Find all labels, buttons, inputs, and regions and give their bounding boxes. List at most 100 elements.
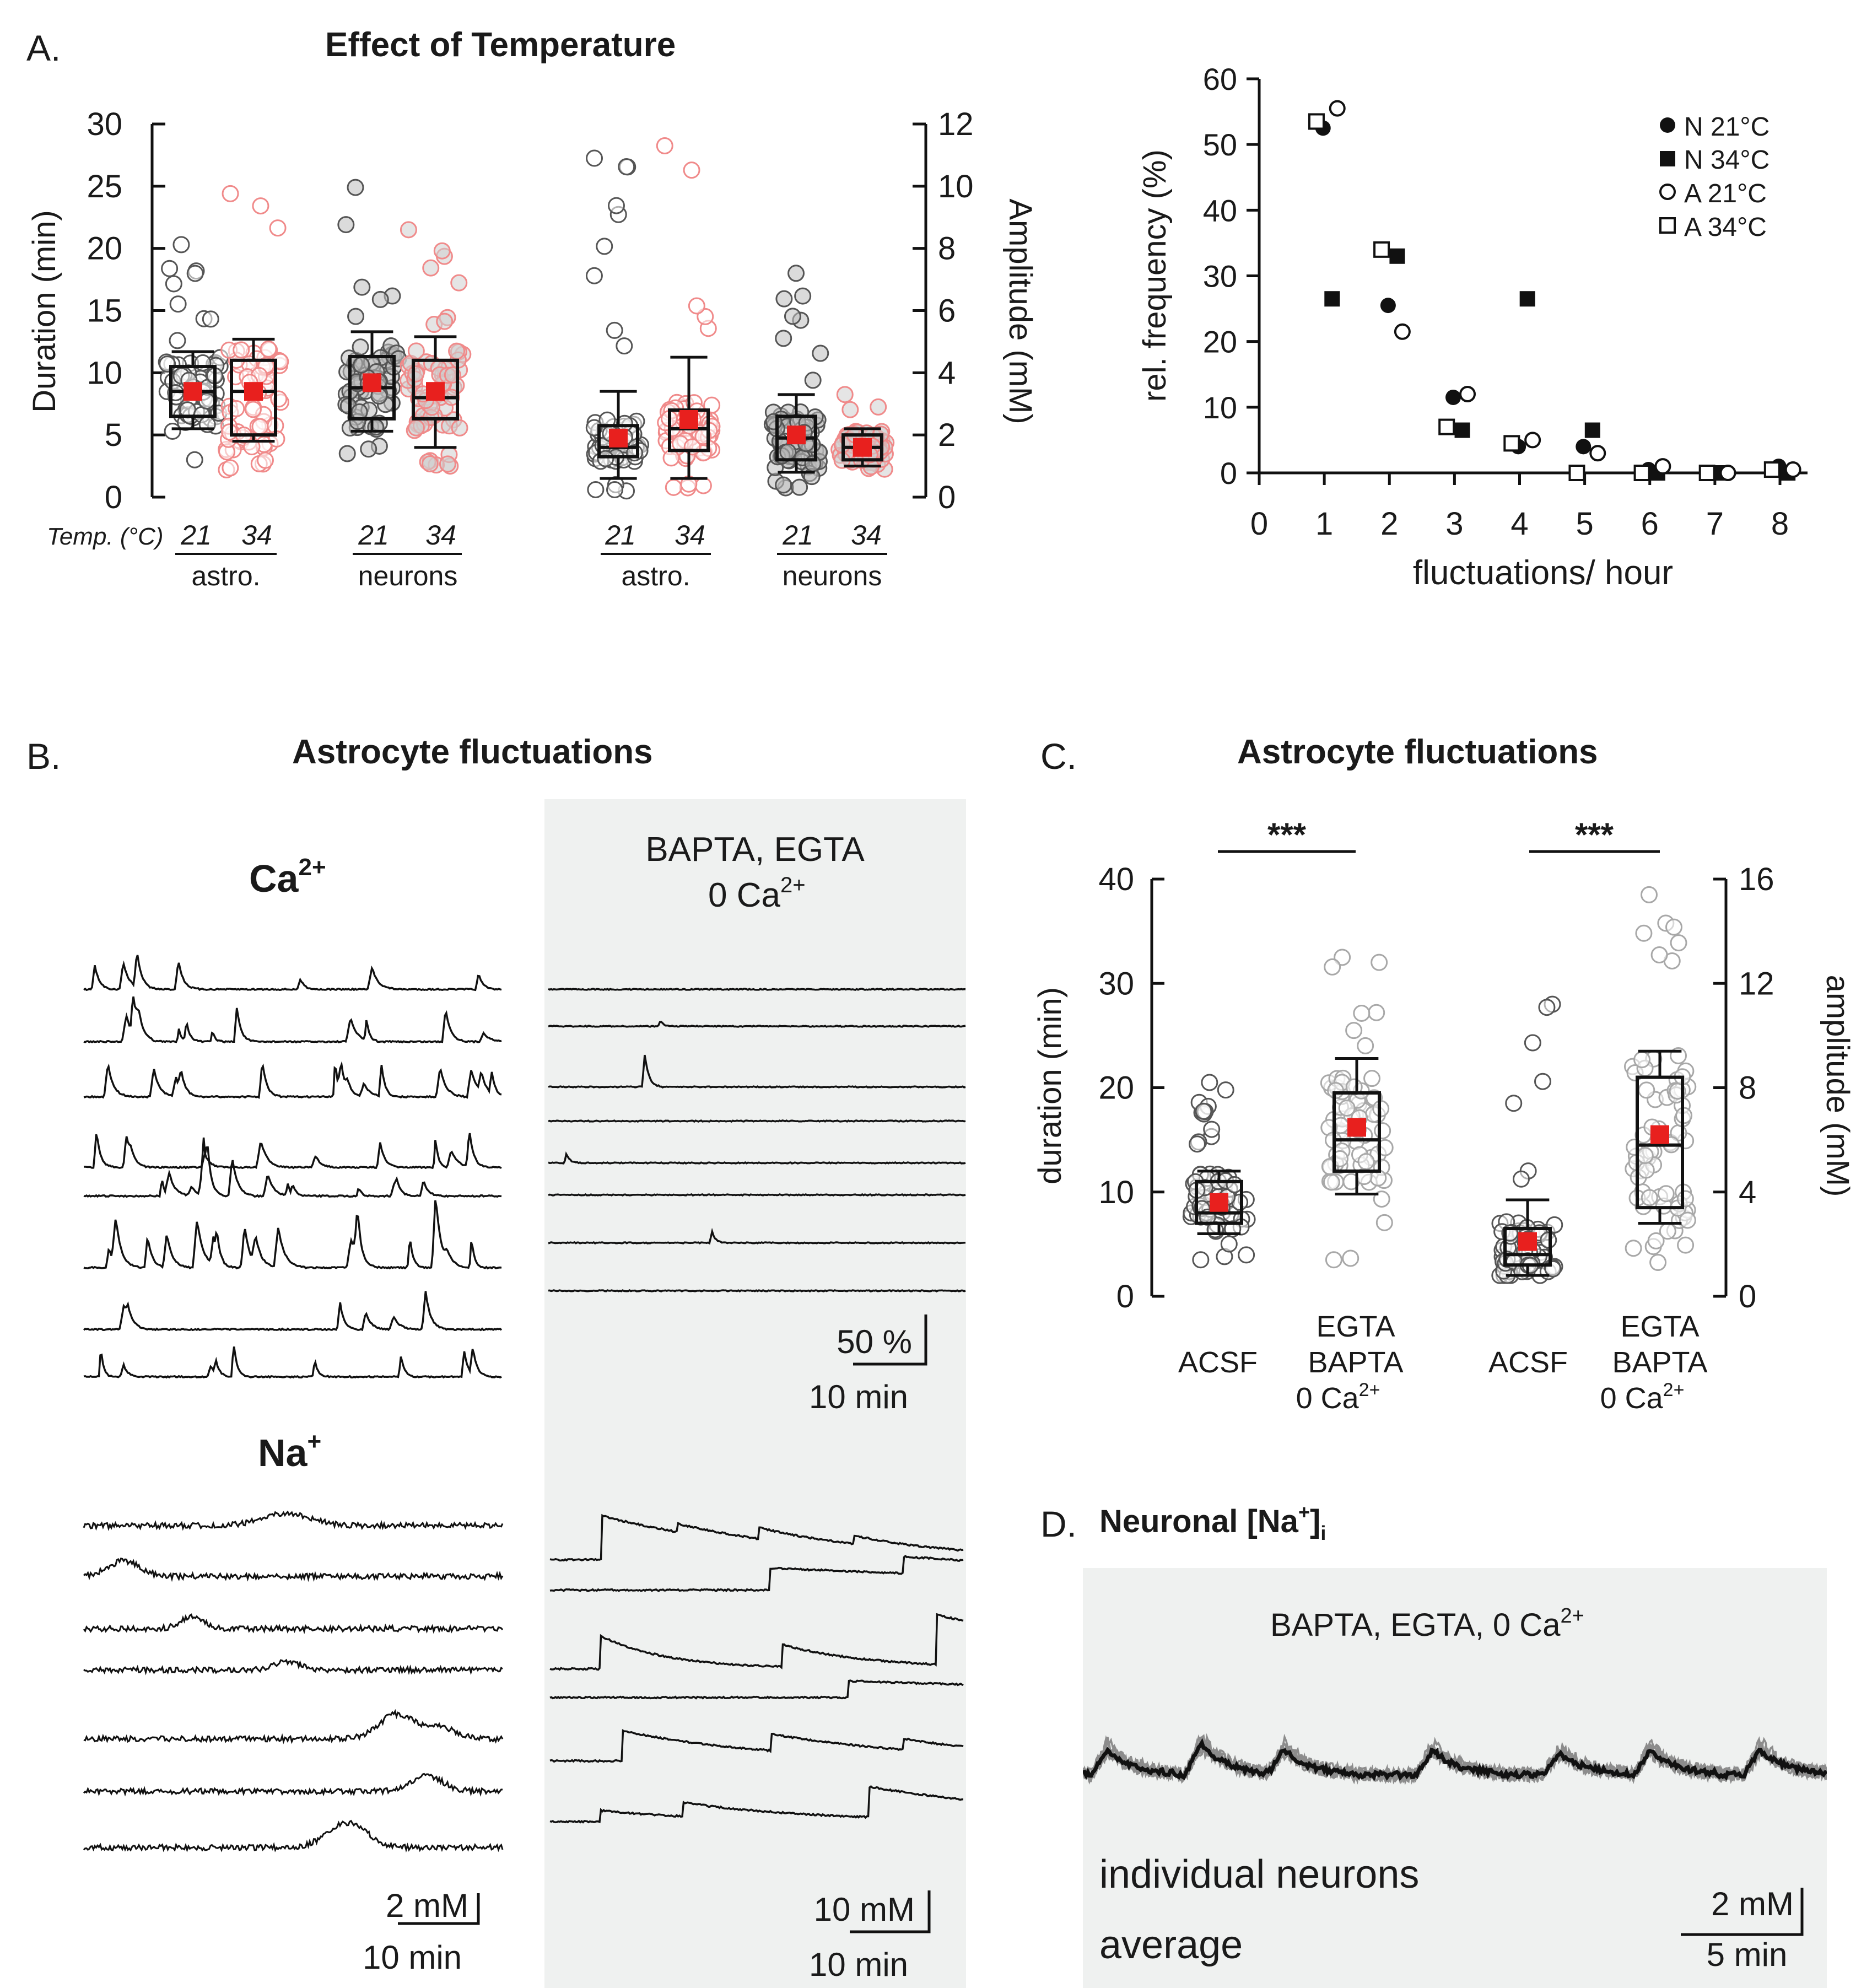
panel-c-boxplots [1182,886,1697,1284]
data-point [596,238,613,255]
c-left-tick-label: 10 [1098,1175,1134,1210]
ca-trace-control [83,955,502,992]
data-point [1538,999,1556,1016]
box [1195,1179,1243,1225]
data-point [347,308,365,325]
na-trace-control [83,1773,503,1797]
duration-tick-label: 25 [87,169,122,204]
data-point [1345,1022,1363,1039]
data-point [1641,1189,1658,1206]
c-right-tick-label: 0 [1739,1279,1756,1314]
data-point [618,158,635,176]
freq-x-tick-label: 1 [1315,506,1333,542]
d-scale-y: 2 mM [1711,1885,1794,1922]
data-point [186,265,204,282]
data-point [1188,1135,1206,1153]
ca-traces-bapta [548,987,966,1293]
data-point [787,265,805,282]
legend-marker-n21 [1660,117,1675,133]
data-point [1534,1073,1551,1090]
na-trace-bapta [549,1554,964,1592]
panel-d: D. Neuronal [Na+]i BAPTA, EGTA, 0 Ca2+ i… [1040,1501,1827,1988]
data-point [352,338,369,356]
data-point [1540,1231,1557,1249]
point-a34 [1698,465,1715,481]
bapta-label-2: 0 Ca2+ [708,873,806,914]
freq-x-tick-label: 5 [1576,506,1593,542]
panel-a-title: Effect of Temperature [325,26,676,64]
mean-marker [609,428,628,448]
point-a21 [1524,432,1541,449]
data-point [1505,1095,1523,1112]
data-point [451,419,468,437]
legend-marker-a34 [1659,217,1676,234]
data-point [1665,918,1683,936]
duration-tick-label: 0 [105,480,122,515]
freq-y-tick-label: 50 [1203,127,1237,162]
na-trace-bapta [549,1613,964,1671]
data-point [360,440,377,458]
group-neurons: neurons [358,561,458,591]
d-scale-bar: 2 mM 5 min [1681,1885,1804,1973]
data-point [812,344,829,362]
data-point [256,451,274,469]
c-right-tick-label: 12 [1739,966,1774,1001]
data-point [1625,1240,1642,1257]
data-point [260,340,277,358]
mean-marker [679,410,698,429]
data-point [1650,946,1668,964]
point-n34 [1324,291,1340,307]
data-point [587,481,605,498]
data-point [353,356,370,374]
c-ylabel-right: amplitude (mM) [1820,975,1855,1197]
data-point [169,332,186,349]
data-point [665,478,682,496]
amplitude-axis-label: Amplitude (mM) [1002,198,1038,424]
data-point [775,476,792,494]
data-point [597,450,614,467]
ca-trace-control [83,996,502,1044]
na-right-scale-bar: 10 mM 10 min [809,1890,931,1983]
data-point [1640,886,1658,903]
data-point [1376,1139,1394,1156]
scatter-ticks: 0 10 20 30 40 50 60 0 1 2 3 4 5 6 7 8 [1203,62,1789,542]
data-point [202,310,219,328]
point-n34 [1454,422,1470,438]
data-point [1338,1099,1356,1117]
na-right-scale-y: 10 mM [814,1891,915,1928]
sig-amplitude: *** [1575,816,1614,853]
freq-ylabel: rel. frequency (%) [1137,149,1173,402]
point-a21 [1784,461,1801,478]
data-point [662,449,680,467]
data-point [159,355,176,373]
ca-trace-bapta [548,1054,966,1089]
temp-label: Temp. (°C) [47,523,164,550]
amplitude-tick-label: 6 [938,293,956,329]
amplitude-tick-label: 0 [938,480,956,515]
temp-neurons-34: 34 [425,520,456,551]
data-point [172,236,190,254]
box [412,358,459,421]
scatter-points [1308,100,1801,481]
legend-a34: A 34°C [1684,213,1767,242]
ca-trace-bapta [548,1289,966,1293]
data-point [433,242,451,260]
data-point [804,371,822,389]
group-astro: astro. [191,561,260,591]
data-point [422,259,440,277]
ca-trace-bapta [548,1151,966,1165]
d-traces [1083,1733,1827,1786]
point-a34 [1373,241,1390,258]
ca-trace-bapta [548,1193,966,1197]
na-trace-control [83,1658,503,1675]
c-ylabel-left: duration (min) [1032,987,1068,1184]
ca-trace-control [83,1137,502,1198]
na-trace-control [83,1709,504,1744]
mean-marker [853,438,872,457]
mean-marker [363,373,381,392]
individual-neuron-trace [1083,1733,1827,1785]
data-point [1647,1232,1665,1249]
temp-neurons-21: 21 [358,520,389,551]
mean-marker [1347,1118,1366,1137]
